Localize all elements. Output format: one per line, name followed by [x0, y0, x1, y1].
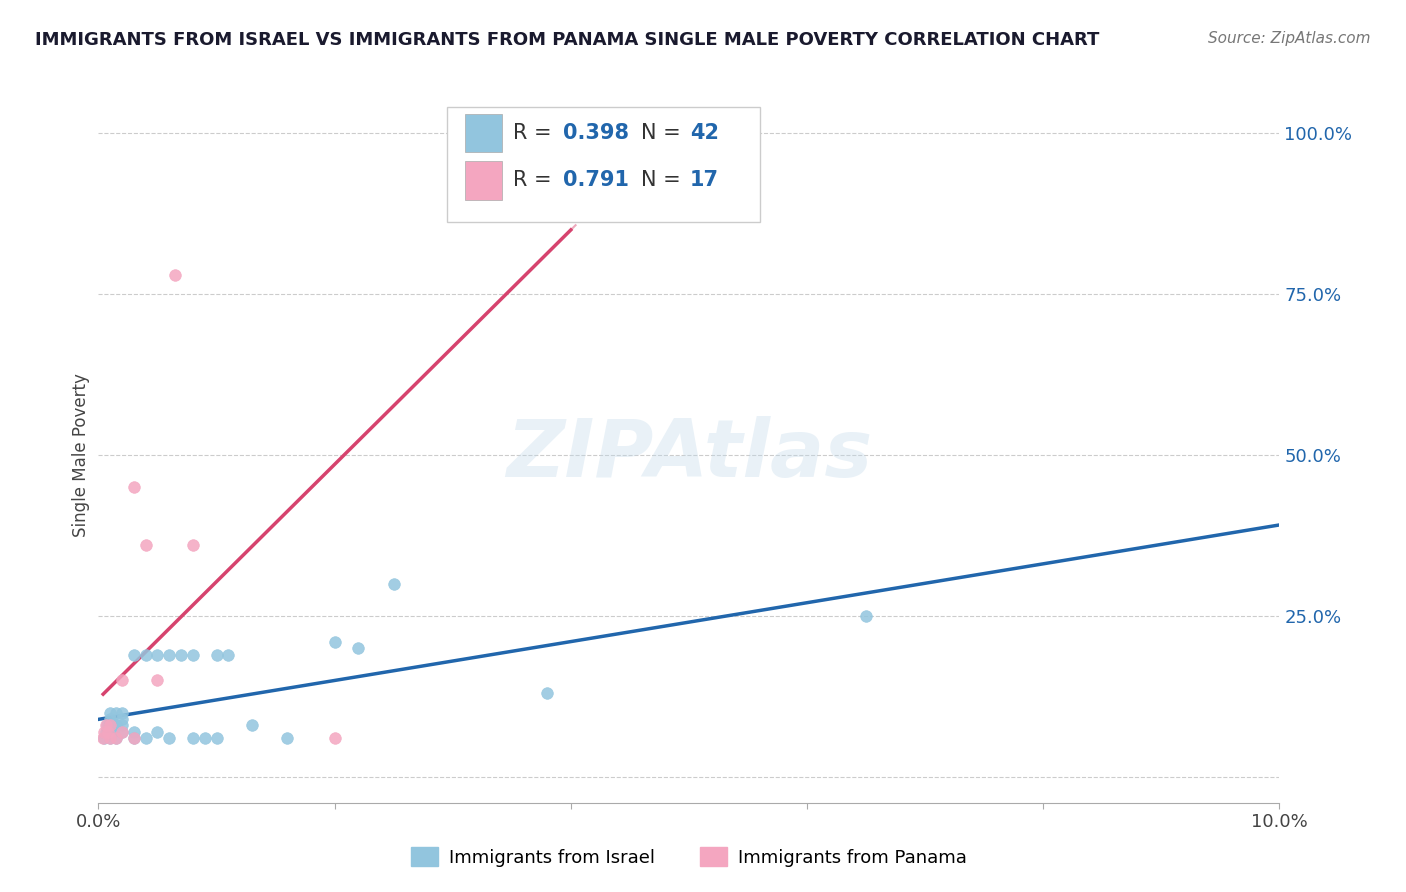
- Point: [105, 718, 128, 732]
- Text: N =: N =: [641, 123, 688, 143]
- Point: [157, 648, 180, 662]
- Text: N =: N =: [641, 170, 688, 190]
- Text: 42: 42: [690, 123, 718, 143]
- Point: [560, 158, 582, 172]
- Point: [97, 725, 120, 739]
- Point: [105, 731, 128, 746]
- Text: 0.791: 0.791: [562, 170, 628, 190]
- Point: [111, 725, 134, 739]
- Text: IMMIGRANTS FROM ISRAEL VS IMMIGRANTS FROM PANAMA SINGLE MALE POVERTY CORRELATION: IMMIGRANTS FROM ISRAEL VS IMMIGRANTS FRO…: [35, 31, 1099, 49]
- Point: [135, 731, 157, 746]
- Point: [382, 576, 405, 591]
- Point: [91, 731, 114, 746]
- Point: [94, 725, 117, 739]
- Text: 17: 17: [690, 170, 718, 190]
- Point: [111, 712, 134, 726]
- Point: [105, 731, 128, 746]
- Point: [146, 648, 169, 662]
- Point: [94, 718, 117, 732]
- Point: [98, 718, 121, 732]
- Point: [205, 648, 228, 662]
- Point: [111, 673, 134, 688]
- Point: [98, 731, 121, 746]
- Point: [855, 609, 877, 624]
- Point: [181, 538, 204, 552]
- Point: [93, 731, 115, 746]
- Point: [101, 725, 124, 739]
- Point: [276, 731, 298, 746]
- Point: [122, 480, 145, 494]
- Text: Source: ZipAtlas.com: Source: ZipAtlas.com: [1208, 31, 1371, 46]
- Point: [170, 648, 193, 662]
- Point: [146, 673, 169, 688]
- Point: [98, 706, 121, 720]
- FancyBboxPatch shape: [464, 114, 502, 153]
- Point: [98, 718, 121, 732]
- Y-axis label: Single Male Poverty: Single Male Poverty: [72, 373, 90, 537]
- Point: [97, 725, 120, 739]
- Point: [122, 731, 145, 746]
- Point: [98, 731, 121, 746]
- Point: [122, 731, 145, 746]
- Text: R =: R =: [513, 123, 558, 143]
- Text: R =: R =: [513, 170, 558, 190]
- Point: [122, 648, 145, 662]
- Point: [240, 718, 263, 732]
- Point: [347, 641, 370, 656]
- Text: ZIPAtlas: ZIPAtlas: [506, 416, 872, 494]
- FancyBboxPatch shape: [447, 107, 759, 222]
- Point: [536, 686, 558, 700]
- Point: [111, 706, 134, 720]
- FancyBboxPatch shape: [464, 161, 502, 200]
- Point: [181, 731, 204, 746]
- Point: [122, 725, 145, 739]
- Point: [135, 538, 157, 552]
- Text: 0.398: 0.398: [562, 123, 628, 143]
- Point: [111, 725, 134, 739]
- Point: [98, 725, 121, 739]
- Point: [323, 634, 346, 648]
- Point: [217, 648, 239, 662]
- Point: [98, 718, 121, 732]
- Point: [135, 648, 157, 662]
- Point: [105, 706, 128, 720]
- Point: [181, 648, 204, 662]
- Point: [146, 725, 169, 739]
- Legend: Immigrants from Israel, Immigrants from Panama: Immigrants from Israel, Immigrants from …: [404, 840, 974, 874]
- Point: [98, 712, 121, 726]
- Point: [96, 718, 118, 732]
- Point: [165, 268, 187, 282]
- Point: [205, 731, 228, 746]
- Point: [157, 731, 180, 746]
- Point: [323, 731, 346, 746]
- Point: [103, 718, 125, 732]
- Point: [111, 718, 134, 732]
- Point: [194, 731, 217, 746]
- Point: [93, 725, 115, 739]
